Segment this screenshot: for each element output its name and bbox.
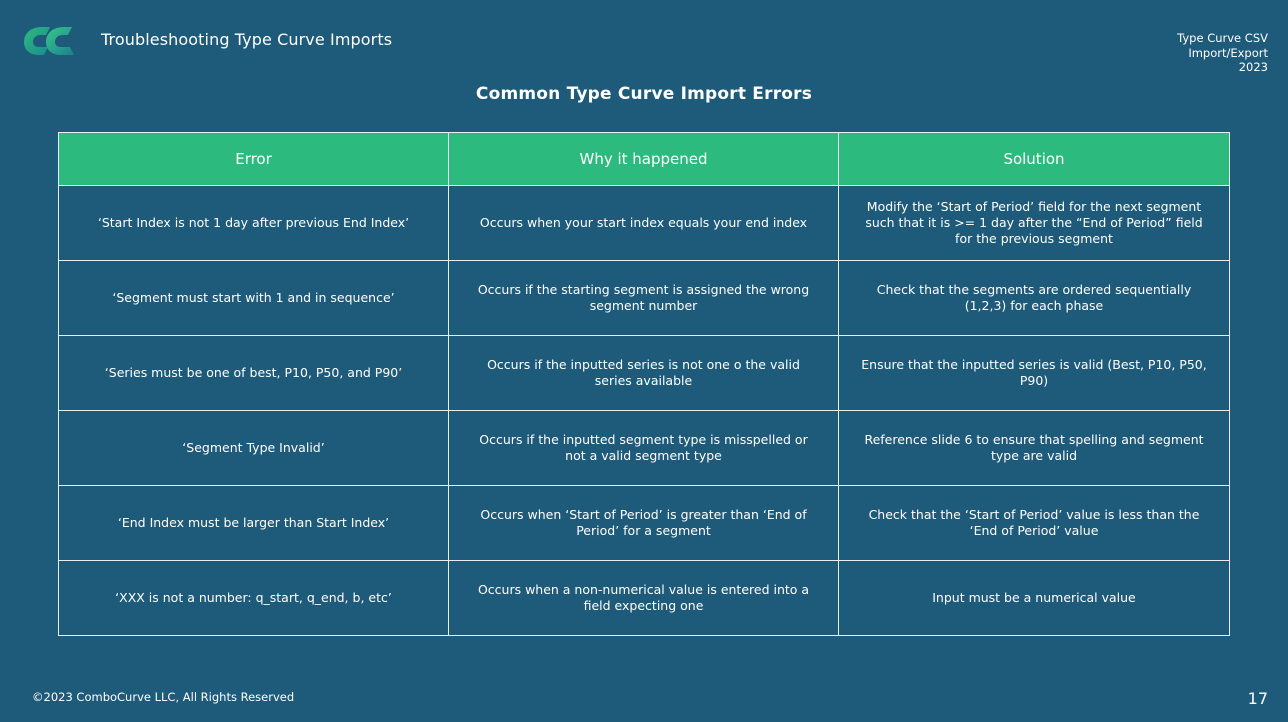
table-row: ‘Segment Type Invalid’ Occurs if the inp…: [58, 410, 1230, 486]
solution-cell: Ensure that the inputted series is valid…: [838, 335, 1230, 411]
page-number: 17: [1247, 689, 1268, 708]
solution-cell: Reference slide 6 to ensure that spellin…: [838, 410, 1230, 486]
copyright-notice: ©2023 ComboCurve LLC, All Rights Reserve…: [32, 690, 295, 704]
slide-title: Common Type Curve Import Errors: [475, 84, 813, 104]
table-row: ‘Start Index is not 1 day after previous…: [58, 185, 1230, 261]
solution-cell: Input must be a numerical value: [838, 560, 1230, 636]
errors-table: Error Why it happened Solution ‘Start In…: [58, 132, 1230, 636]
column-header-solution: Solution: [838, 132, 1230, 186]
error-cell: ‘XXX is not a number: q_start, q_end, b,…: [58, 560, 449, 636]
why-cell: Occurs if the starting segment is assign…: [448, 260, 839, 336]
presentation-info: Type Curve CSV Import/Export 2023: [1177, 31, 1268, 75]
table-row: ‘Series must be one of best, P10, P50, a…: [58, 335, 1230, 411]
error-cell: ‘Segment Type Invalid’: [58, 410, 449, 486]
column-header-error: Error: [58, 132, 449, 186]
why-cell: Occurs when ‘Start of Period’ is greater…: [448, 485, 839, 561]
solution-cell: Check that the segments are ordered sequ…: [838, 260, 1230, 336]
combocurve-logo-icon: [22, 24, 76, 58]
column-header-why: Why it happened: [448, 132, 839, 186]
table-row: ‘Segment must start with 1 and in sequen…: [58, 260, 1230, 336]
table-row: ‘XXX is not a number: q_start, q_end, b,…: [58, 560, 1230, 636]
why-cell: Occurs if the inputted series is not one…: [448, 335, 839, 411]
presentation-info-line: Type Curve CSV: [1177, 31, 1268, 45]
deck-title: Troubleshooting Type Curve Imports: [101, 30, 393, 49]
why-cell: Occurs if the inputted segment type is m…: [448, 410, 839, 486]
error-cell: ‘Segment must start with 1 and in sequen…: [58, 260, 449, 336]
table-row: ‘End Index must be larger than Start Ind…: [58, 485, 1230, 561]
table-header-row: Error Why it happened Solution: [58, 132, 1230, 186]
solution-cell: Modify the ‘Start of Period’ field for t…: [838, 185, 1230, 261]
why-cell: Occurs when a non-numerical value is ent…: [448, 560, 839, 636]
solution-cell: Check that the ‘Start of Period’ value i…: [838, 485, 1230, 561]
presentation-info-line: Import/Export: [1188, 45, 1268, 60]
why-cell: Occurs when your start index equals your…: [448, 185, 839, 261]
error-cell: ‘End Index must be larger than Start Ind…: [58, 485, 449, 561]
presentation-info-line: 2023: [1238, 60, 1268, 74]
error-cell: ‘Start Index is not 1 day after previous…: [58, 185, 449, 261]
error-cell: ‘Series must be one of best, P10, P50, a…: [58, 335, 449, 411]
